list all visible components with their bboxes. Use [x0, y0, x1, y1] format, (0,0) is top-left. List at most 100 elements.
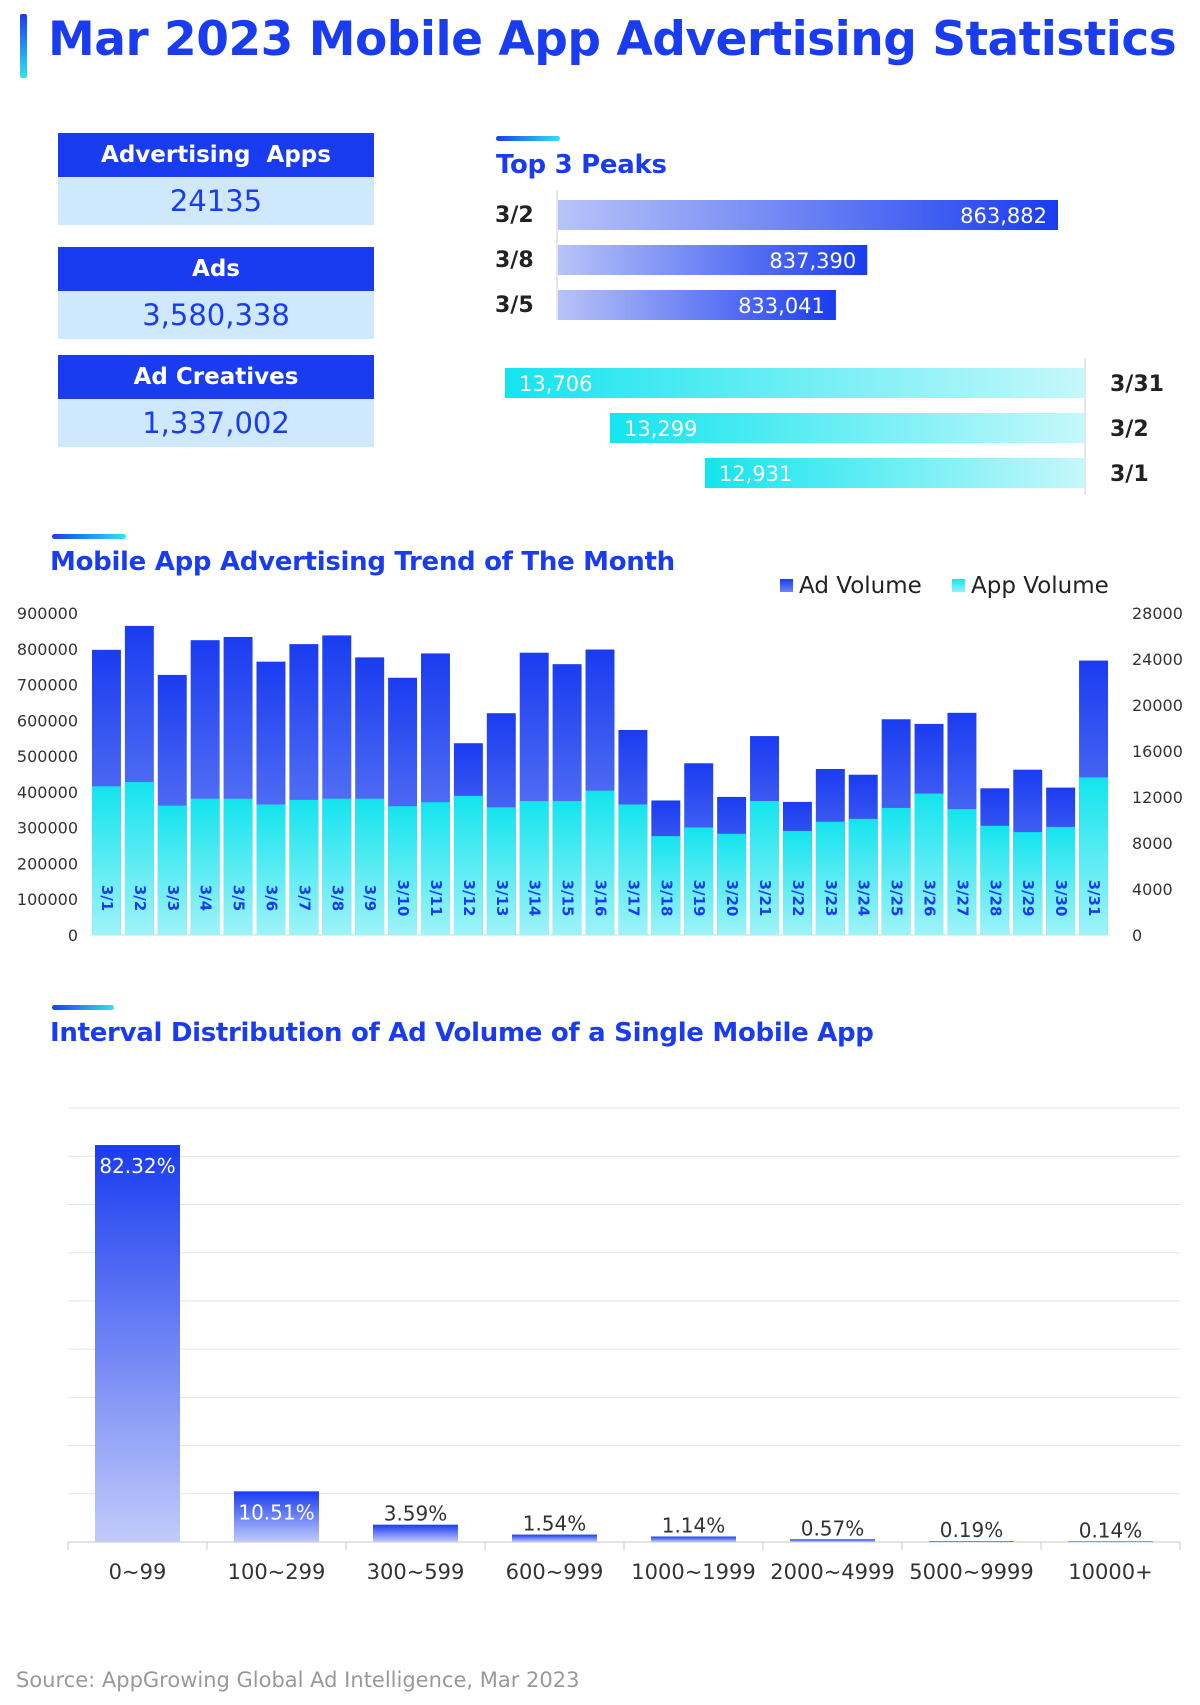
trend-date-label: 3/2 [131, 885, 149, 911]
app-volume-bar [651, 836, 681, 935]
app-volume-bar [355, 798, 385, 935]
app-volume-bar [453, 795, 483, 935]
app-volume-bar [124, 782, 154, 935]
peak-ad-value-label: 837,390 [769, 249, 856, 273]
trend-date-label: 3/19 [690, 880, 708, 917]
trend-date-label: 3/11 [427, 880, 445, 917]
dist-bar [234, 1491, 319, 1542]
dist-category-label: 1000~1999 [631, 1560, 755, 1584]
app-volume-bar [750, 801, 779, 935]
stat-value: 1,337,002 [58, 399, 374, 447]
dist-value-label: 0.14% [1079, 1518, 1143, 1542]
dist-value-label: 1.14% [662, 1514, 726, 1538]
trend-right-tick-label: 16000 [1132, 742, 1183, 761]
dist-bar [1068, 1541, 1153, 1543]
trend-date-label: 3/7 [295, 885, 313, 911]
peak-app-date-label: 3/1 [1110, 462, 1149, 487]
dist-value-label: 3.59% [384, 1502, 448, 1526]
peak-app-value-label: 13,706 [519, 372, 592, 396]
dist-value-label: 1.54% [523, 1512, 587, 1536]
legend-swatch-ad [780, 579, 793, 592]
trend-right-tick-label: 0 [1132, 926, 1142, 945]
app-volume-bar [815, 821, 845, 935]
app-volume-bar [914, 793, 944, 935]
peak-ad-bar [558, 290, 836, 320]
trend-date-label: 3/18 [657, 880, 675, 917]
trend-accent-bar [52, 534, 126, 539]
dist-category-label: 100~299 [228, 1560, 326, 1584]
peak-ad-value-label: 833,041 [738, 294, 825, 318]
legend-app-volume: App Volume [952, 573, 1109, 599]
trend-date-label: 3/22 [789, 880, 807, 917]
trend-date-label: 3/8 [328, 885, 346, 911]
trend-left-tick-label: 200000 [17, 854, 78, 873]
legend-ad-volume: Ad Volume [780, 573, 922, 599]
peak-ad-date-label: 3/8 [495, 248, 534, 273]
app-volume-bar [552, 801, 582, 935]
trend-date-label: 3/9 [361, 885, 379, 911]
trend-left-tick-label: 100000 [17, 890, 78, 909]
trend-right-tick-label: 4000 [1132, 880, 1173, 899]
stat-label: Ads [58, 247, 374, 291]
legend-swatch-app [952, 579, 965, 592]
trend-date-label: 3/28 [986, 880, 1004, 917]
dist-bar [651, 1536, 736, 1542]
trend-date-label: 3/14 [526, 880, 544, 917]
app-volume-bar [223, 798, 253, 935]
stat-value: 24135 [58, 177, 374, 225]
trend-left-tick-label: 500000 [17, 747, 78, 766]
peak-ad-date-label: 3/2 [495, 203, 534, 228]
source-note: Source: AppGrowing Global Ad Intelligenc… [16, 1668, 580, 1692]
trend-left-tick-label: 300000 [17, 819, 78, 838]
trend-date-label: 3/23 [822, 880, 840, 917]
peak-ad-value-label: 863,882 [960, 204, 1047, 228]
trend-date-label: 3/24 [855, 880, 873, 917]
peak-app-bar [609, 413, 1085, 443]
trend-date-label: 3/29 [1019, 880, 1037, 917]
app-volume-bar [848, 818, 878, 935]
app-volume-bar [388, 806, 418, 935]
trend-date-label: 3/4 [197, 885, 215, 911]
app-volume-bar [157, 805, 187, 935]
dist-bar [929, 1541, 1014, 1543]
app-volume-bar [421, 802, 450, 935]
trend-date-label: 3/20 [723, 880, 741, 917]
trend-date-label: 3/17 [624, 880, 642, 917]
peaks-accent-bar [496, 136, 560, 141]
dist-bar [790, 1539, 875, 1542]
peak-ad-bar [558, 245, 868, 275]
trend-date-label: 3/1 [98, 885, 116, 911]
legend-label-ad: Ad Volume [799, 573, 922, 599]
app-volume-bar [1046, 826, 1076, 935]
trend-left-tick-label: 800000 [17, 640, 78, 659]
trend-left-tick-label: 900000 [17, 604, 78, 623]
title-accent-bar [20, 14, 27, 78]
distribution-chart: 82.32% 0~99 10.51% 100~299 3.59% 300~599 1.54%… [67, 1107, 1181, 1584]
dist-value-label: 10.51% [238, 1500, 314, 1524]
dist-value-label: 0.19% [940, 1518, 1004, 1542]
app-volume-bar [585, 790, 615, 935]
dist-bar [512, 1534, 597, 1542]
trend-left-tick-label: 600000 [17, 711, 78, 730]
app-volume-bar [980, 825, 1010, 935]
trend-chart: 0100000200000300000400000500000600000700… [17, 604, 1183, 945]
app-volume-bar [881, 807, 911, 935]
trend-left-tick-label: 400000 [17, 783, 78, 802]
trend-title: Mobile App Advertising Trend of The Mont… [50, 547, 675, 577]
trend-date-label: 3/10 [394, 880, 412, 917]
app-volume-bar [190, 798, 220, 935]
peak-app-value-label: 13,299 [624, 417, 697, 441]
peak-app-date-label: 3/2 [1110, 417, 1149, 442]
app-volume-bar [322, 798, 352, 935]
app-volume-bar [717, 833, 747, 935]
app-volume-bar [618, 804, 648, 935]
page-title: Mar 2023 Mobile App Advertising Statisti… [48, 12, 1177, 67]
dist-accent-bar [52, 1005, 114, 1010]
trend-date-label: 3/30 [1052, 880, 1070, 917]
trend-right-tick-label: 8000 [1132, 834, 1173, 853]
dist-value-label: 0.57% [801, 1516, 865, 1540]
app-volume-bar [782, 830, 812, 935]
stat-label: Ad Creatives [58, 355, 374, 399]
app-volume-bar [289, 799, 319, 935]
trend-date-label: 3/31 [1085, 880, 1103, 917]
